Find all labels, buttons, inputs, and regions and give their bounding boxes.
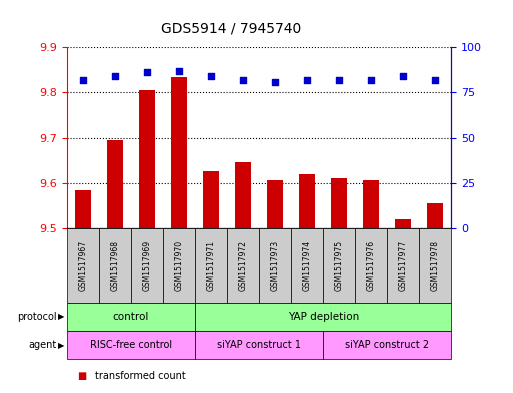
Point — [239, 77, 247, 83]
Text: GSM1517969: GSM1517969 — [142, 240, 151, 291]
Text: GSM1517976: GSM1517976 — [367, 240, 376, 291]
Text: GSM1517971: GSM1517971 — [206, 240, 215, 291]
Text: protocol: protocol — [17, 312, 56, 322]
Text: GSM1517977: GSM1517977 — [399, 240, 408, 291]
Bar — [75, 189, 91, 228]
Text: GSM1517972: GSM1517972 — [239, 240, 248, 291]
Text: GSM1517974: GSM1517974 — [303, 240, 312, 291]
Bar — [299, 174, 315, 228]
Text: siYAP construct 1: siYAP construct 1 — [217, 340, 301, 350]
Text: GDS5914 / 7945740: GDS5914 / 7945740 — [161, 22, 301, 36]
Text: GSM1517975: GSM1517975 — [334, 240, 344, 291]
Text: ▶: ▶ — [57, 312, 64, 321]
Bar — [107, 140, 123, 228]
Text: GSM1517978: GSM1517978 — [431, 240, 440, 291]
Bar — [235, 162, 251, 228]
Bar — [396, 219, 411, 228]
Point — [111, 73, 119, 79]
Text: ▶: ▶ — [57, 341, 64, 349]
Text: agent: agent — [28, 340, 56, 350]
Text: ■: ■ — [77, 371, 86, 381]
Text: RISC-free control: RISC-free control — [90, 340, 172, 350]
Text: YAP depletion: YAP depletion — [288, 312, 359, 322]
Bar — [139, 90, 155, 228]
Text: siYAP construct 2: siYAP construct 2 — [345, 340, 429, 350]
Point — [78, 77, 87, 83]
Bar — [427, 203, 443, 228]
Point — [367, 77, 376, 83]
Text: GSM1517967: GSM1517967 — [78, 240, 87, 291]
Text: control: control — [113, 312, 149, 322]
Text: GSM1517973: GSM1517973 — [270, 240, 280, 291]
Point — [399, 73, 407, 79]
Bar — [331, 178, 347, 228]
Point — [207, 73, 215, 79]
Bar — [203, 171, 219, 228]
Point — [431, 77, 440, 83]
Bar — [171, 77, 187, 228]
Text: transformed count: transformed count — [95, 371, 186, 381]
Point — [335, 77, 343, 83]
Text: GSM1517970: GSM1517970 — [174, 240, 184, 291]
Bar — [363, 180, 379, 228]
Point — [175, 68, 183, 74]
Point — [143, 69, 151, 75]
Point — [303, 77, 311, 83]
Text: GSM1517968: GSM1517968 — [110, 240, 120, 291]
Point — [271, 78, 279, 84]
Bar — [267, 180, 283, 228]
